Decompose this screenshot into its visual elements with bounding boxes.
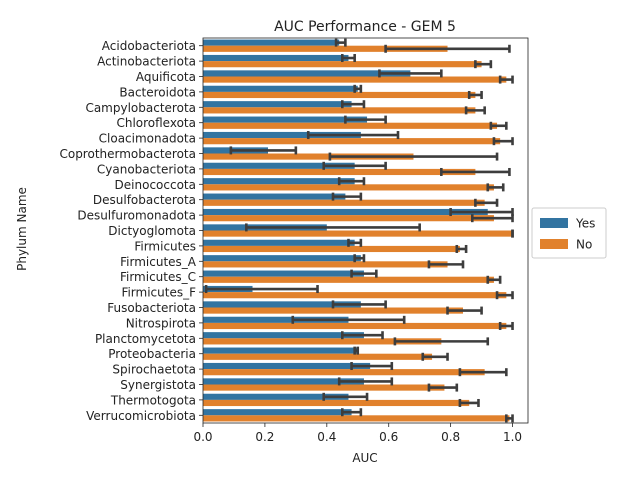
bar-no <box>203 91 476 99</box>
bar-yes <box>203 347 358 354</box>
bar-yes <box>203 85 358 92</box>
bar-no <box>203 199 485 206</box>
bar-no <box>203 369 485 376</box>
bar-yes <box>203 409 352 416</box>
bar-no <box>203 338 442 345</box>
bar-no <box>203 322 507 330</box>
y-tick-label: Cyanobacteriota <box>97 162 196 176</box>
y-tick-label: Chloroflexota <box>116 116 196 130</box>
y-tick-label: Bacteroidota <box>119 85 196 99</box>
y-tick-label: Cloacimonadota <box>99 132 196 146</box>
bar-no <box>203 184 494 191</box>
legend-swatch <box>540 239 568 249</box>
y-tick-label: Fusobacteriota <box>107 301 196 315</box>
bar-yes <box>203 178 355 185</box>
bar-yes <box>203 332 364 339</box>
bar-no <box>203 138 501 145</box>
bar-yes <box>203 193 346 200</box>
x-tick-label: 0.6 <box>379 430 398 444</box>
bar-no <box>203 261 448 268</box>
bar-no <box>203 415 510 422</box>
x-tick-label: 0.0 <box>193 430 212 444</box>
legend: Yes No <box>531 207 607 259</box>
bar-no <box>203 168 476 176</box>
plot-frame <box>202 37 529 424</box>
y-tick-label: Firmicutes_F <box>121 286 196 300</box>
bar-no <box>203 153 414 160</box>
y-tick-label: Desulfobacterota <box>93 193 196 207</box>
y-tick-label: Nitrospirota <box>126 316 196 330</box>
bar-yes <box>203 393 349 400</box>
legend-label: No <box>576 238 592 252</box>
bar-no <box>203 61 482 68</box>
bar-yes <box>203 239 355 246</box>
bar-no <box>203 292 507 299</box>
bar-no <box>203 45 448 52</box>
legend-box <box>531 207 607 259</box>
y-tick-label: Desulfuromonadota <box>77 209 196 223</box>
y-tick-label: Coprothermobacterota <box>59 147 196 161</box>
y-tick-label: Acidobacteriota <box>102 39 196 53</box>
x-tick-label: 0.4 <box>317 430 336 444</box>
bar-yes <box>203 362 371 370</box>
legend-label: Yes <box>575 217 595 231</box>
y-tick-label: Proteobacteria <box>108 347 196 361</box>
bar-no <box>203 276 494 283</box>
y-tick-label: Deinococcota <box>115 178 196 192</box>
y-tick-label: Dictyoglomota <box>108 224 196 238</box>
error-bars-group <box>204 38 514 423</box>
chart-title: AUC Performance - GEM 5 <box>274 19 456 35</box>
x-tick-label: 0.2 <box>255 430 274 444</box>
bar-yes <box>203 378 364 385</box>
legend-swatch <box>540 218 568 228</box>
bar-yes <box>203 116 368 123</box>
bar-no <box>203 245 460 253</box>
y-tick-label: Planctomycetota <box>95 332 196 346</box>
bar-no <box>203 384 445 391</box>
bar-yes <box>203 255 361 262</box>
bar-no <box>203 107 476 114</box>
bar-yes <box>203 301 361 308</box>
bar-yes <box>203 101 352 108</box>
y-axis-ticks: Acidobacteriota ActinobacteriotaAquificot… <box>59 39 203 423</box>
x-axis-ticks: 0.0 0.2 0.4 0.6 0.8 1.0 <box>193 423 522 444</box>
bar-no <box>203 353 433 360</box>
y-tick-label: Firmicutes_A <box>120 255 197 269</box>
bar-no <box>203 399 470 407</box>
bars-group <box>203 39 513 422</box>
x-tick-label: 0.8 <box>441 430 460 444</box>
y-tick-label: Thermotogota <box>110 393 196 407</box>
y-axis-label: Phylum Name <box>15 187 29 271</box>
bar-yes <box>203 162 355 169</box>
bar-yes <box>203 39 340 46</box>
bar-yes <box>203 270 364 277</box>
bar-yes <box>203 208 488 216</box>
y-tick-label: Spirochaetota <box>112 363 196 377</box>
bar-no <box>203 230 513 237</box>
y-tick-label: Campylobacterota <box>85 101 196 115</box>
bar-no <box>203 76 507 83</box>
y-tick-label: Aquificota <box>136 70 196 84</box>
bar-no <box>203 307 463 314</box>
x-tick-label: 1.0 <box>503 430 522 444</box>
bar-yes <box>203 316 349 323</box>
bar-no <box>203 122 498 129</box>
bar-no <box>203 215 494 222</box>
y-tick-label: Synergistota <box>120 378 196 392</box>
x-axis-label: AUC <box>352 451 377 465</box>
bar-yes <box>203 54 349 62</box>
y-tick-label: Actinobacteriota <box>97 55 196 69</box>
y-tick-label: Verrucomicrobiota <box>86 409 196 423</box>
y-tick-label: Firmicutes <box>134 239 196 253</box>
bar-yes <box>203 70 411 77</box>
bar-yes <box>203 131 361 139</box>
y-tick-label: Firmicutes_C <box>120 270 196 284</box>
